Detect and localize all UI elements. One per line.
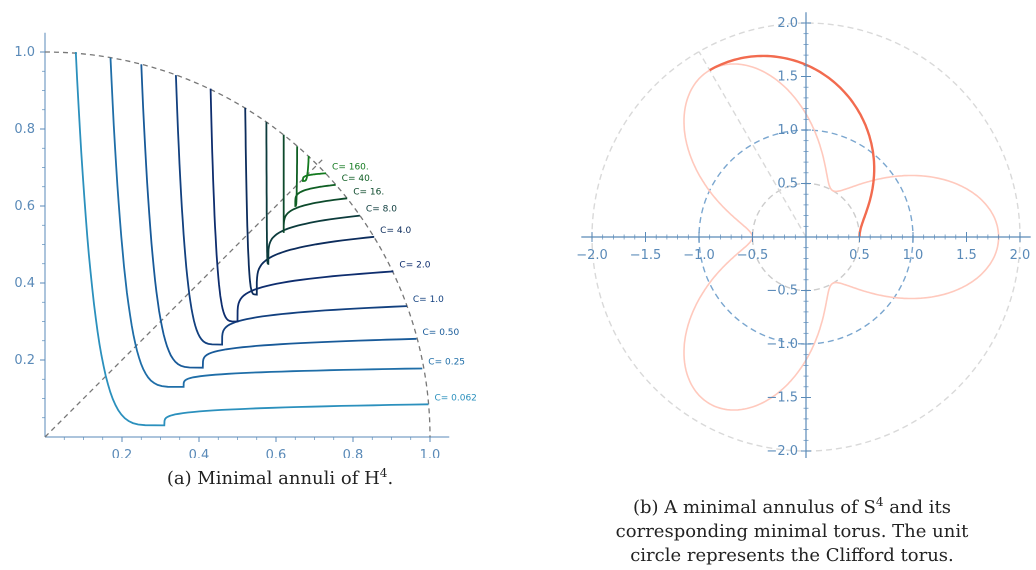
caption-a-sup: 4 bbox=[379, 466, 388, 480]
y-tick-label-a: 0.2 bbox=[14, 353, 35, 368]
caption-a-suffix: . bbox=[387, 468, 394, 489]
annulus-curve bbox=[265, 122, 361, 265]
x-tick-label-b: 1.0 bbox=[903, 248, 924, 263]
y-tick-label-a: 0.8 bbox=[14, 122, 35, 137]
annulus-curve bbox=[74, 51, 429, 427]
annulus-curve bbox=[244, 107, 375, 296]
x-tick-label-b: 2.0 bbox=[1010, 248, 1031, 263]
y-tick-label-b: −1.0 bbox=[766, 337, 798, 352]
annulus-curve bbox=[140, 64, 417, 369]
annulus-curve bbox=[294, 146, 336, 207]
x-tick-label-a: 0.2 bbox=[112, 448, 133, 458]
curve-label: C= 4.0 bbox=[380, 226, 411, 236]
annulus-curve bbox=[301, 155, 327, 182]
caption-b-rest: and its bbox=[883, 497, 951, 518]
x-tick-label-b: −0.5 bbox=[737, 248, 769, 263]
caption-a-text: (a) Minimal annuli of H bbox=[166, 468, 380, 489]
curve-label: C= 0.50 bbox=[423, 328, 460, 338]
y-tick-label-b: 0.5 bbox=[777, 177, 798, 192]
x-tick-label-b: 0.5 bbox=[849, 248, 870, 263]
caption-a: (a) Minimal annuli of H4. bbox=[0, 461, 560, 491]
annulus-curve bbox=[109, 57, 423, 388]
curve-label: C= 0.25 bbox=[428, 357, 465, 367]
curve-label: C= 40. bbox=[342, 174, 373, 184]
x-tick-label-a: 0.4 bbox=[189, 448, 210, 458]
annulus-curve bbox=[282, 134, 348, 233]
panel-b-minimal-annulus-S4: −2.0 −1.5 −1.0 −0.5 0.5 1.0 1.5 2.0 2.0 1.5 1.0 0.5… bbox=[576, 12, 1031, 458]
ray-b bbox=[698, 51, 807, 238]
caption-b-sup: 4 bbox=[875, 495, 884, 509]
caption-b: (b) A minimal annulus of S4 and its corr… bbox=[548, 490, 1036, 568]
y-tick-label-b: −0.5 bbox=[766, 284, 798, 299]
x-tick-label-a: 0.8 bbox=[343, 448, 364, 458]
x-tick-label-b: −2.0 bbox=[576, 248, 608, 263]
diagonal-a bbox=[44, 159, 323, 438]
panel-a-minimal-annuli-H4: 0.2 0.4 0.6 0.8 1.0 0.2 0.4 0.6 0.8 1.0 C= 0.062 C=… bbox=[14, 32, 477, 458]
boundary-circle-a bbox=[44, 51, 431, 438]
y-tick-label-b: 2.0 bbox=[777, 16, 798, 31]
y-tick-label-b: −1.5 bbox=[766, 391, 798, 406]
x-tick-label-b: −1.0 bbox=[683, 248, 715, 263]
y-tick-label-a: 0.4 bbox=[14, 276, 35, 291]
y-tick-label-b: 1.0 bbox=[777, 123, 798, 138]
curve-label: C= 0.062 bbox=[434, 393, 476, 403]
figure-canvas: 0.2 0.4 0.6 0.8 1.0 0.2 0.4 0.6 0.8 1.0 C= 0.062 C=… bbox=[14, 12, 1031, 458]
x-tick-label-b: −1.5 bbox=[630, 248, 662, 263]
x-tick-label-a: 0.6 bbox=[266, 448, 287, 458]
curve-label: C= 2.0 bbox=[399, 260, 430, 270]
x-tick-label-a: 1.0 bbox=[420, 448, 441, 458]
caption-b-line3: circle represents the Clifford torus. bbox=[630, 545, 954, 566]
y-tick-label-a: 0.6 bbox=[14, 199, 35, 214]
y-tick-label-a: 1.0 bbox=[14, 45, 35, 60]
y-tick-label-b: −2.0 bbox=[766, 444, 798, 458]
caption-b-line2: corresponding minimal torus. The unit bbox=[615, 521, 969, 542]
x-tick-label-b: 1.5 bbox=[956, 248, 977, 263]
curve-label: C= 1.0 bbox=[413, 295, 444, 305]
curve-label: C= 16. bbox=[353, 187, 384, 197]
y-tick-label-b: 1.5 bbox=[777, 70, 798, 85]
annulus-highlight-b bbox=[709, 54, 876, 237]
curve-label: C= 8.0 bbox=[366, 205, 397, 215]
caption-b-text: (b) A minimal annulus of S bbox=[632, 497, 876, 518]
curve-label: C= 160. bbox=[332, 162, 369, 172]
annulus-curve bbox=[175, 75, 407, 346]
annulus-curve bbox=[209, 88, 394, 323]
